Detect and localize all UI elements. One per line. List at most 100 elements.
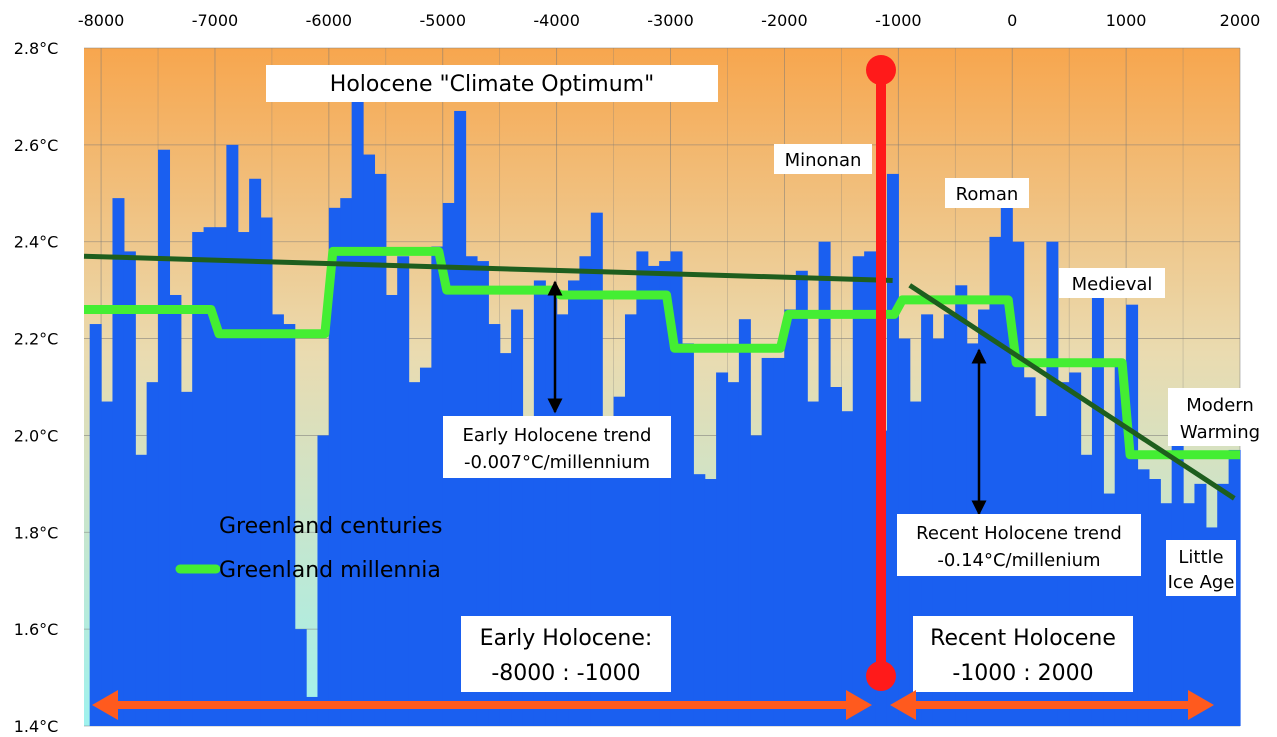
early-trend-line	[83, 253, 893, 283]
century-bar	[135, 454, 148, 726]
century-bar	[955, 285, 968, 726]
x-tick-label: -1000	[875, 11, 922, 30]
y-tick-label: 1.8°C	[14, 523, 59, 542]
century-bar	[1137, 469, 1150, 726]
century-bar	[180, 391, 193, 726]
century-bar	[89, 324, 102, 726]
label-roman: Roman	[956, 184, 1019, 205]
y-tick-label: 1.4°C	[14, 717, 59, 736]
x-tick-label: -7000	[192, 11, 239, 30]
x-tick-label: -6000	[306, 11, 353, 30]
minoan-box	[774, 144, 872, 174]
century-bar	[1012, 241, 1025, 726]
y-tick-label: 2.2°C	[14, 330, 59, 349]
century-bar	[214, 227, 227, 726]
century-bar	[1080, 454, 1093, 726]
century-bar	[1103, 493, 1116, 726]
x-tick-label: 2000	[1220, 11, 1261, 30]
label-modern-2: Warming	[1180, 422, 1260, 443]
modern-box	[1168, 388, 1272, 446]
label-recent-trend-2: -0.14°C/millenium	[937, 550, 1100, 571]
century-bar	[306, 696, 319, 726]
century-bar	[761, 357, 774, 726]
century-bar	[829, 387, 842, 726]
century-bar	[1205, 527, 1218, 726]
trend-lines	[83, 253, 1236, 501]
early-trend-box	[443, 416, 671, 478]
label-minoan: Minonan	[785, 150, 862, 171]
century-bar	[169, 294, 182, 726]
roman-box	[945, 178, 1029, 208]
early-span-arrow	[92, 690, 872, 720]
century-bar	[647, 265, 660, 726]
century-bar	[419, 367, 432, 726]
century-bar	[738, 319, 751, 726]
label-modern-1: Modern	[1186, 395, 1254, 416]
century-bar	[1160, 503, 1173, 726]
century-bar	[602, 430, 615, 726]
label-lia-1: Little	[1178, 547, 1223, 568]
century-bar	[294, 629, 307, 726]
century-bar	[237, 232, 250, 726]
century-bar	[841, 411, 854, 726]
century-bar	[1148, 479, 1161, 726]
y-tick-label: 2.6°C	[14, 136, 59, 155]
x-tick-label: -8000	[78, 11, 125, 30]
x-tick-label: -5000	[420, 11, 467, 30]
century-bar	[989, 236, 1002, 726]
century-bar	[624, 314, 637, 726]
century-bar	[727, 382, 740, 726]
century-bar	[112, 198, 125, 727]
century-bar	[681, 343, 694, 726]
century-bar	[716, 372, 729, 726]
century-bar	[693, 474, 706, 726]
century-bar	[773, 357, 786, 726]
y-tick-label: 2.8°C	[14, 39, 59, 58]
century-bar	[1091, 275, 1104, 726]
century-bar	[408, 382, 421, 726]
century-bar	[363, 154, 376, 727]
century-bar	[864, 251, 877, 726]
x-tick-label: -3000	[647, 11, 694, 30]
lia-box	[1166, 540, 1236, 596]
x-axis-ticks: -8000 -7000 -6000 -5000 -4000 -3000 -2000 -1000…	[78, 11, 1261, 30]
century-bar	[271, 314, 284, 726]
century-bar	[260, 217, 273, 726]
century-bar	[886, 173, 899, 726]
century-bar	[807, 401, 820, 726]
century-bar	[818, 241, 831, 726]
century-bar	[750, 435, 763, 726]
century-bar	[556, 314, 569, 726]
century-bar	[203, 227, 216, 726]
recent-trend-line	[908, 283, 1236, 501]
century-bar	[158, 149, 171, 726]
century-bar	[533, 280, 546, 726]
century-bar	[465, 256, 478, 726]
century-bar	[488, 324, 501, 726]
divider-top-dot	[866, 55, 896, 85]
century-bar	[499, 353, 512, 726]
century-bar	[795, 270, 808, 726]
century-bar	[636, 251, 649, 726]
recent-span-box	[913, 616, 1133, 692]
label-early-span-2: -8000 : -1000	[491, 661, 640, 686]
x-tick-label: 0	[1007, 11, 1017, 30]
label-recent-span-1: Recent Holocene	[930, 626, 1116, 651]
legend: Greenland centuries Greenland millennia	[175, 514, 442, 583]
legend-label-millennia: Greenland millennia	[219, 558, 441, 583]
early-span-box	[461, 616, 671, 692]
century-bar	[351, 101, 364, 727]
century-bar	[522, 425, 535, 726]
century-bar	[283, 324, 296, 726]
century-bar	[1183, 503, 1196, 726]
recent-span-arrow	[890, 690, 1214, 720]
century-bar	[545, 290, 558, 726]
century-bar	[340, 198, 353, 727]
century-bar	[568, 280, 581, 726]
century-bar	[704, 479, 717, 726]
century-bar	[784, 309, 797, 726]
century-bar	[579, 256, 592, 726]
label-early-trend-1: Early Holocene trend	[463, 425, 652, 446]
y-tick-label: 1.6°C	[14, 620, 59, 639]
